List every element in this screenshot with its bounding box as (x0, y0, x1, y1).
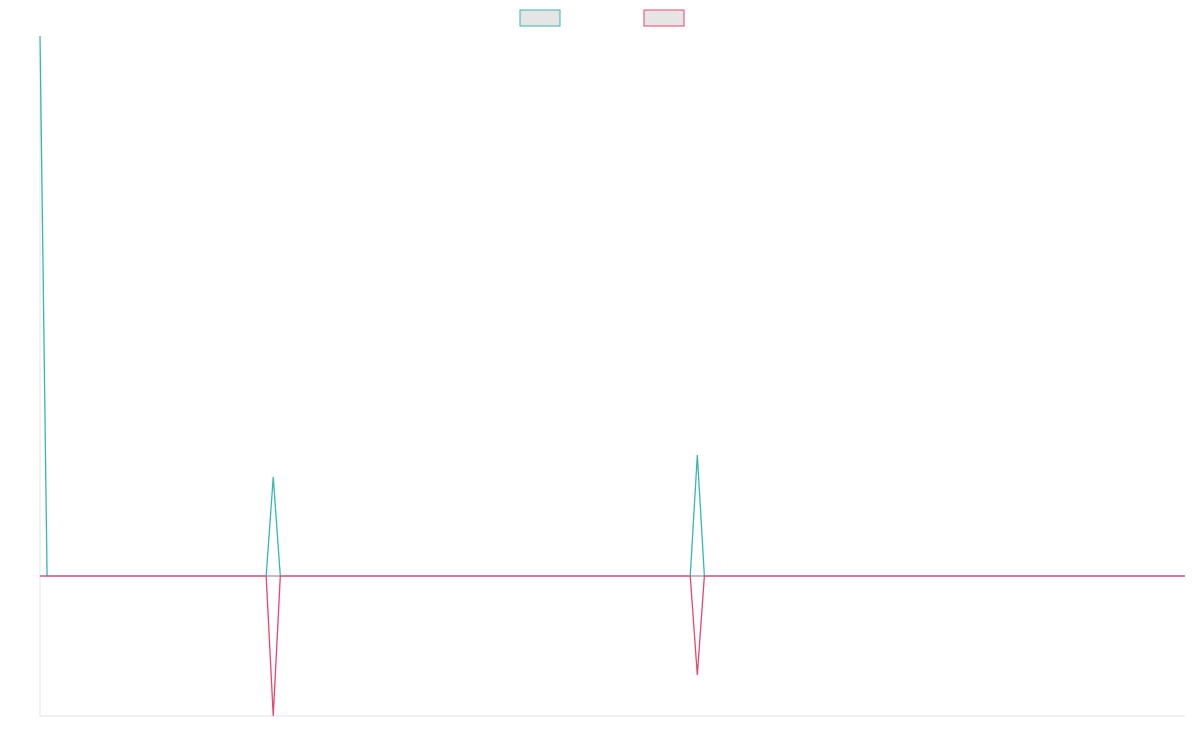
series-line-1 (39, 35, 1185, 577)
legend[interactable] (519, 9, 685, 27)
legend-swatch-2[interactable] (643, 9, 685, 27)
legend-swatch-1[interactable] (519, 9, 561, 27)
series-lines (39, 35, 1185, 717)
series-line-2 (40, 575, 1185, 717)
axes (39, 36, 1185, 717)
